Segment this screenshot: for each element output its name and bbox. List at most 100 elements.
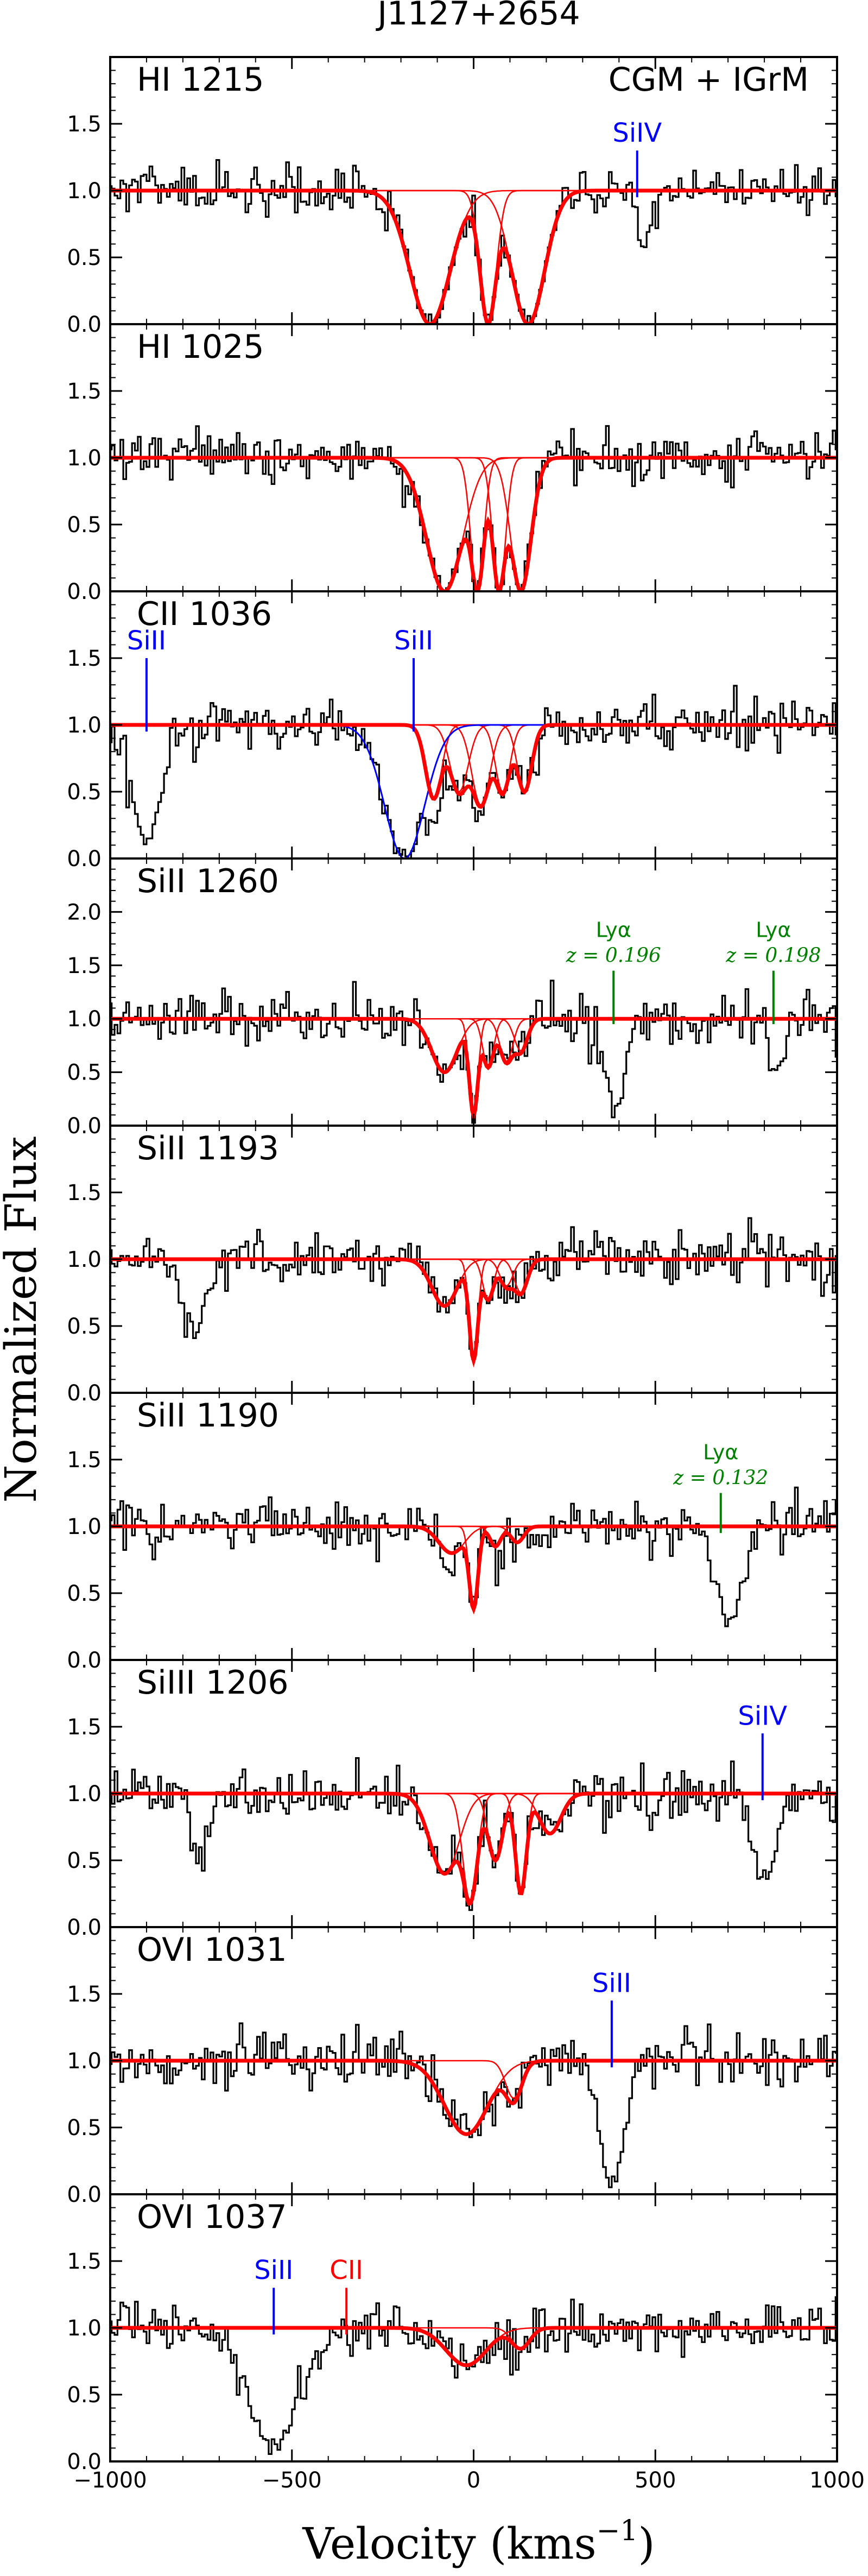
observed-spectrum [110,2296,837,2455]
x-axis-label: Velocity (kms−1) [302,2515,655,2569]
total-model [110,1524,837,1615]
voigt-component [110,1525,837,1543]
panel-label: SiII 1190 [137,1397,279,1435]
figure-title: J1127+2654 [375,0,580,33]
y-tick-label: 1.5 [67,954,102,978]
y-tick-label: 0.0 [67,1915,102,1940]
y-tick-label: 1.5 [67,1715,102,1740]
marker-label: SiII [254,2255,293,2285]
marker-label: CII [330,2255,363,2285]
voigt-component [110,2060,837,2135]
spectrum-panel: 0.0 0.5 1.0 1.5 SiII 1193 [67,1125,838,1406]
total-model [110,723,837,809]
marker-label: Lyα [756,918,791,942]
marker-redshift: z = 0.132 [673,1467,768,1489]
y-tick-label: 1.5 [67,646,102,671]
observed-spectrum [110,159,837,324]
total-model [110,2059,837,2136]
marker-label: SiII [592,1968,631,1998]
y-tick-label: 0.0 [67,847,102,872]
y-tick-label: 2.0 [67,900,102,925]
x-axis-label-close: ) [638,2518,655,2569]
panel-label: OVI 1037 [137,2198,287,2236]
y-tick-label: 0.5 [67,2116,102,2141]
y-tick-label: 1.0 [67,1007,102,1032]
y-tick-label: 0.5 [67,2383,102,2408]
panel-label: SiII 1193 [137,1129,279,1167]
x-tick-label: 0 [467,2468,480,2493]
voigt-component [110,190,837,324]
x-tick-label: −1000 [73,2468,147,2493]
y-tick-label: 0.0 [67,1114,102,1139]
y-tick-label: 1.0 [67,2316,102,2341]
voigt-component [110,190,837,324]
total-model [110,1791,837,1906]
x-axis-label-main: Velocity (kms [302,2518,596,2569]
y-tick-label: 0.5 [67,513,102,538]
y-tick-label: 1.5 [67,112,102,137]
marker-label: SiIV [612,118,662,148]
x-tick-label: 1000 [809,2468,865,2493]
marker-redshift: z = 0.196 [566,945,661,967]
voigt-component [110,1258,837,1362]
panel-label: HI 1215 [137,61,264,99]
y-tick-label: 0.0 [67,1381,102,1406]
spectrum-panel: 0.0 0.5 1.0 1.5 OVI 1031 SiII [67,1926,838,2207]
marker-redshift: z = 0.198 [725,945,821,967]
y-tick-label: 0.0 [67,312,102,337]
spectrum-panel: 0.0 0.5 1.0 1.5 HI 1025 [67,323,838,604]
y-tick-label: 1.0 [67,1514,102,1539]
total-model [110,188,837,324]
observed-spectrum [110,1486,837,1627]
panel-label: HI 1025 [137,328,264,366]
spectrum-panel: 0.0 0.5 1.0 1.5 OVI 1037 SiII CII −1000 −500 0 500… [67,2193,865,2493]
x-tick-label: 500 [635,2468,676,2493]
y-tick-label: 0.5 [67,1314,102,1339]
voigt-component [110,1792,837,1874]
observed-spectrum [110,1217,837,1360]
voigt-component [110,1525,837,1548]
y-axis-label: Normalized Flux [0,1137,46,1503]
y-tick-label: 1.5 [67,379,102,404]
observed-spectrum [110,685,837,858]
voigt-component [110,1525,837,1609]
panel-label: SiII 1260 [137,862,279,900]
x-tick-label: −500 [262,2468,322,2493]
marker-label: Lyα [596,918,631,942]
y-tick-label: 0.0 [67,579,102,604]
y-tick-label: 1.0 [67,446,102,471]
total-model [110,2326,837,2367]
voigt-component [110,1525,837,1554]
y-tick-label: 0.0 [67,1648,102,1673]
spectrum-panel: 0.0 0.5 1.0 1.5 2.0 SiII 1260 Lyα z = 0.196 Lyα z… [67,857,838,1139]
x-axis-label-unit-exponent: −1 [597,2515,638,2547]
marker-label: SiIV [738,1701,787,1731]
y-tick-label: 0.5 [67,1581,102,1606]
y-tick-label: 0.0 [67,2182,102,2207]
y-tick-label: 0.5 [67,1060,102,1085]
marker-label: Lyα [703,1441,738,1464]
y-tick-label: 0.5 [67,245,102,270]
y-tick-label: 1.5 [67,1180,102,1205]
y-tick-label: 1.0 [67,1247,102,1272]
panel-stack: 0.0 0.5 1.0 1.5 HI 1215 CGM + IGrM SiIV 0.0 0.5 1… [67,56,865,2493]
marker-label: SiII [127,626,166,656]
y-tick-label: 1.0 [67,1782,102,1807]
panel-label: CII 1036 [137,595,272,633]
panel-note: CGM + IGrM [609,61,809,99]
panel-label: SiIII 1206 [137,1664,289,1702]
y-tick-label: 1.5 [67,2249,102,2274]
y-tick-label: 1.5 [67,1448,102,1473]
y-tick-label: 1.5 [67,1982,102,2007]
y-tick-label: 1.0 [67,179,102,204]
y-tick-label: 1.0 [67,2049,102,2074]
observed-spectrum [110,2022,837,2188]
spectrum-panel: 0.0 0.5 1.0 1.5 SiII 1190 Lyα z = 0.132 [67,1392,838,1673]
y-tick-label: 0.0 [67,2449,102,2474]
total-model [110,1257,837,1368]
panel-label: OVI 1031 [137,1931,287,1969]
voigt-component [110,190,837,324]
observed-spectrum [110,980,837,1124]
